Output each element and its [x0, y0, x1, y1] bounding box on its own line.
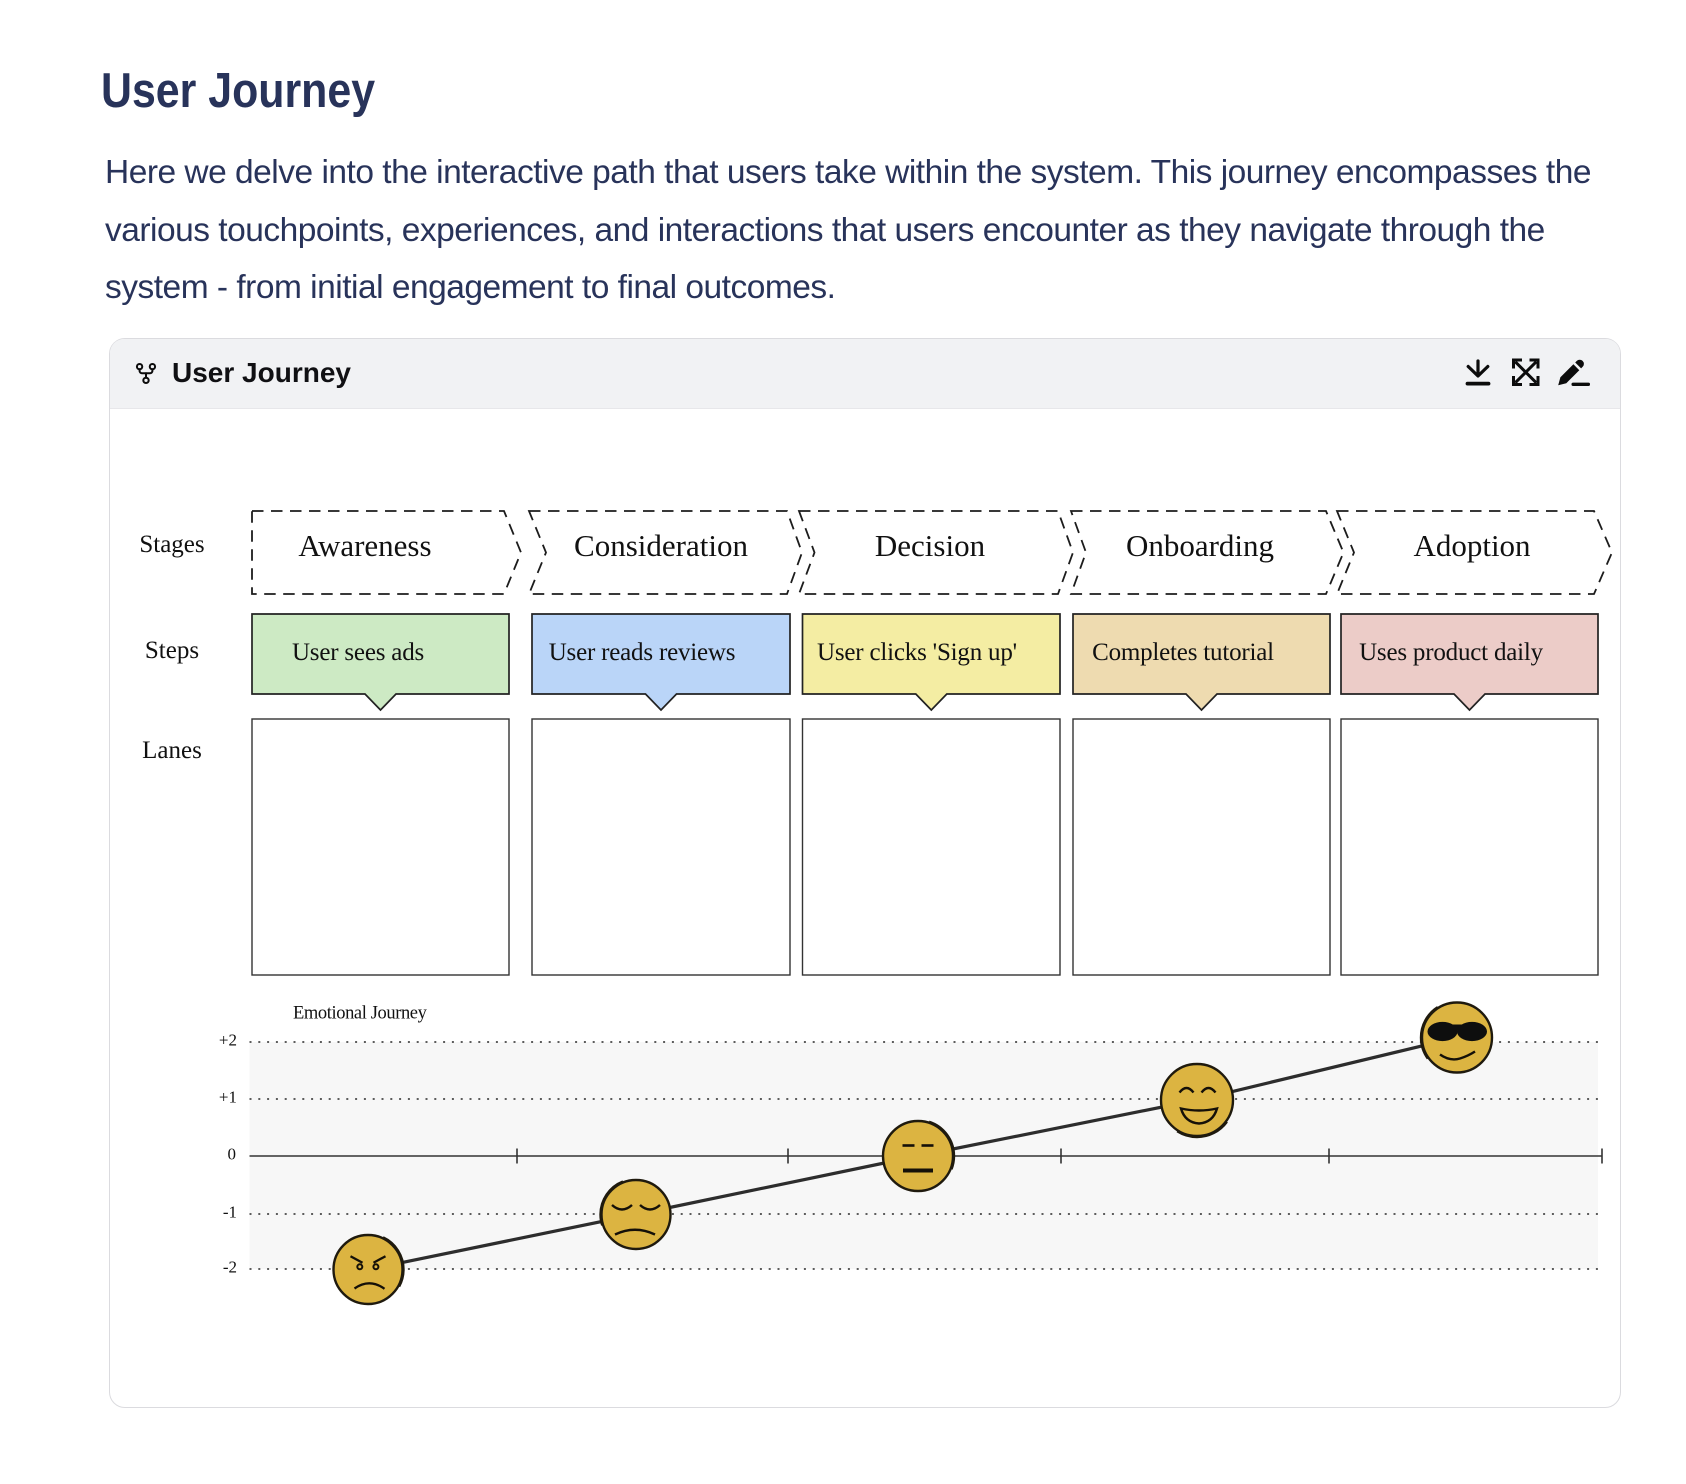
svg-text:-2: -2 — [223, 1258, 237, 1277]
svg-text:Onboarding: Onboarding — [1126, 528, 1274, 563]
svg-text:Adoption: Adoption — [1413, 528, 1531, 563]
svg-text:Lanes: Lanes — [142, 737, 202, 764]
svg-text:Stages: Stages — [139, 531, 204, 558]
svg-text:User sees ads: User sees ads — [292, 639, 424, 666]
svg-text:+2: +2 — [219, 1031, 237, 1050]
svg-text:Awareness: Awareness — [298, 528, 431, 563]
svg-text:Decision: Decision — [875, 528, 986, 563]
svg-text:-1: -1 — [223, 1203, 237, 1222]
svg-text:Steps: Steps — [145, 637, 199, 664]
svg-text:Consideration: Consideration — [574, 528, 748, 563]
svg-text:0: 0 — [228, 1145, 237, 1164]
svg-text:Uses product daily: Uses product daily — [1359, 639, 1544, 666]
svg-text:Completes tutorial: Completes tutorial — [1092, 639, 1274, 666]
svg-text:User reads reviews: User reads reviews — [549, 639, 736, 666]
svg-text:+1: +1 — [219, 1088, 237, 1107]
svg-text:User clicks 'Sign up': User clicks 'Sign up' — [817, 639, 1017, 666]
svg-text:Emotional Journey: Emotional Journey — [293, 1004, 428, 1024]
